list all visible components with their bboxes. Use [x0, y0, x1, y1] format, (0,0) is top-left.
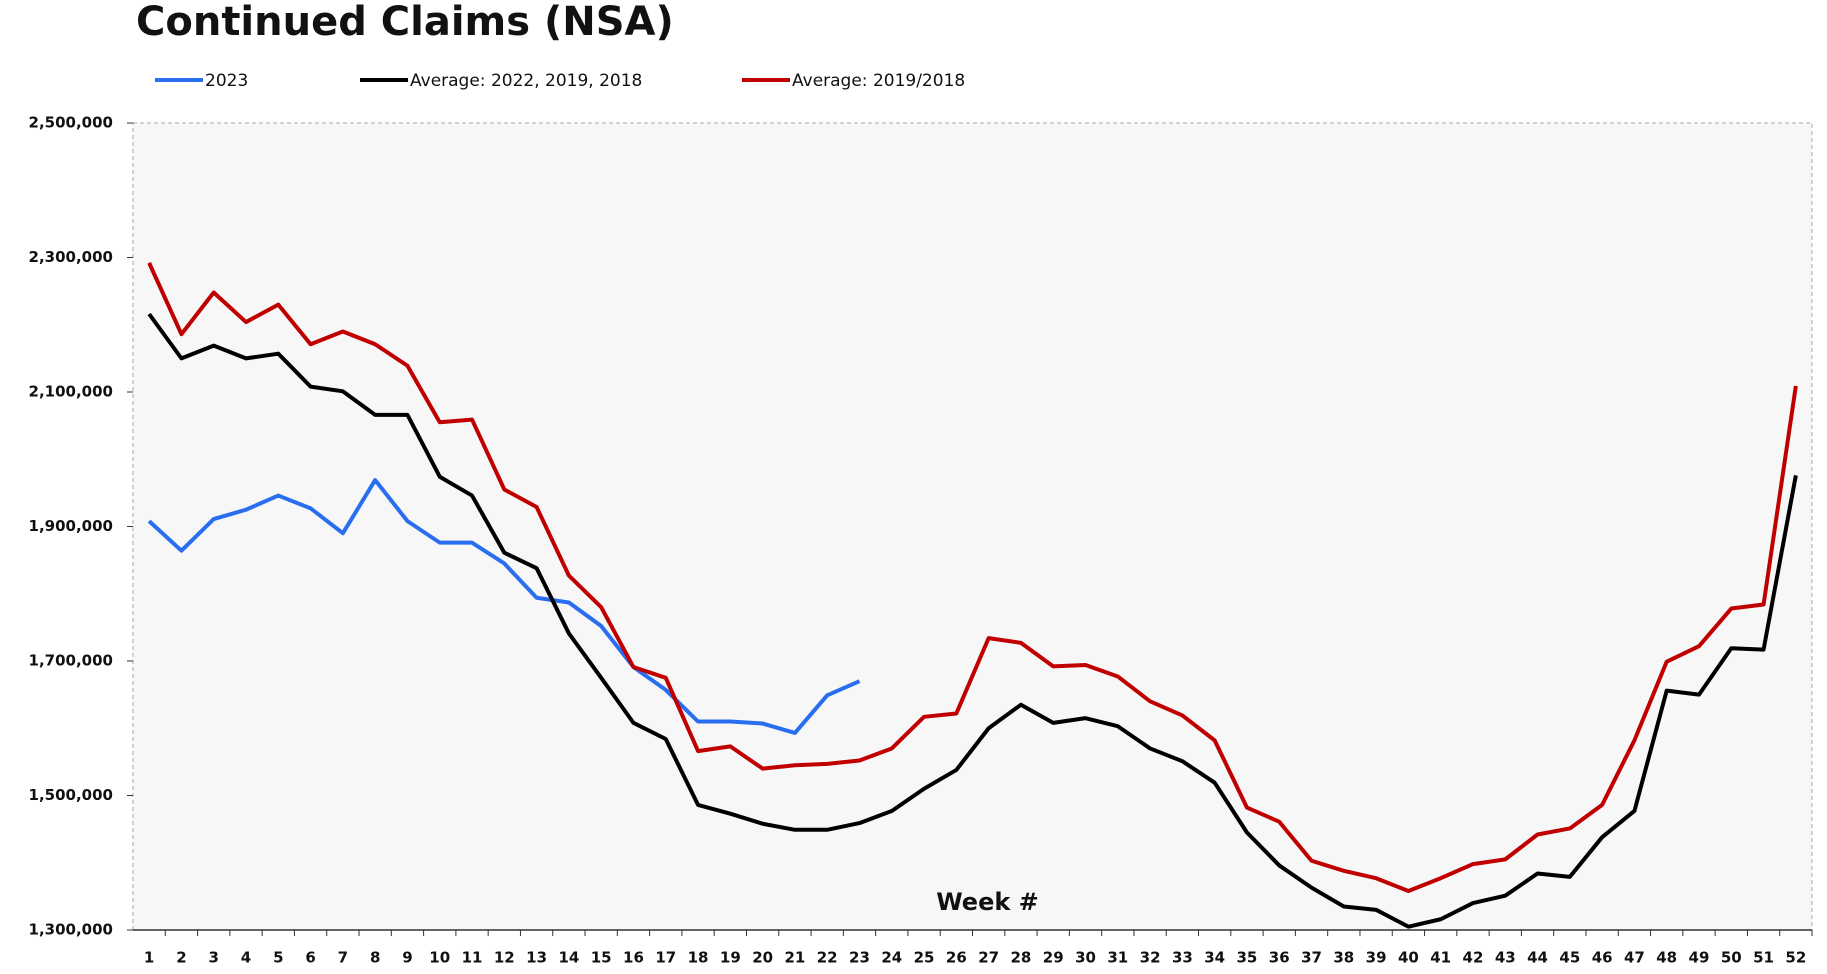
y-tick-label: 2,300,000: [29, 248, 113, 266]
x-tick-label: 38: [1333, 949, 1354, 967]
x-tick-label: 32: [1140, 949, 1161, 967]
x-tick-label: 48: [1656, 949, 1677, 967]
y-tick-label: 2,500,000: [29, 114, 113, 132]
x-tick-label: 31: [1107, 949, 1128, 967]
x-tick-label: 22: [817, 949, 838, 967]
x-tick-label: 6: [305, 949, 315, 967]
x-tick-label: 47: [1624, 949, 1645, 967]
x-tick-label: 10: [429, 949, 450, 967]
x-tick-label: 26: [946, 949, 967, 967]
x-tick-label: 40: [1398, 949, 1419, 967]
x-tick-label: 36: [1269, 949, 1290, 967]
x-tick-label: 34: [1204, 949, 1225, 967]
x-tick-label: 27: [978, 949, 999, 967]
plot-area: [132, 122, 1813, 931]
x-tick-label: 25: [914, 949, 935, 967]
y-tick-label: 1,300,000: [29, 921, 113, 939]
legend-label: 2023: [205, 71, 248, 91]
y-tick-label: 1,900,000: [29, 517, 113, 535]
legend-label: Average: 2019/2018: [792, 71, 965, 91]
x-tick-label: 23: [849, 949, 870, 967]
x-tick-label: 17: [655, 949, 676, 967]
x-axis-label: Week #: [936, 888, 1039, 916]
x-tick-label: 35: [1237, 949, 1258, 967]
x-tick-label: 21: [784, 949, 805, 967]
x-tick-label: 52: [1785, 949, 1806, 967]
series-line: [147, 262, 1798, 893]
x-tick-label: 15: [591, 949, 612, 967]
x-tick-label: 46: [1592, 949, 1613, 967]
series-line: [147, 312, 1798, 929]
x-tick-label: 1: [144, 949, 154, 967]
y-tick-label: 2,100,000: [29, 383, 113, 401]
x-tick-label: 18: [688, 949, 709, 967]
x-tick-label: 9: [402, 949, 412, 967]
x-tick-label: 20: [752, 949, 773, 967]
x-tick-label: 43: [1495, 949, 1516, 967]
chart-title: Continued Claims (NSA): [136, 0, 674, 45]
x-tick-label: 5: [273, 949, 283, 967]
y-tick-label: 1,700,000: [29, 652, 113, 670]
x-tick-label: 7: [338, 949, 348, 967]
x-tick-label: 2: [176, 949, 186, 967]
x-tick-label: 28: [1010, 949, 1031, 967]
x-tick-label: 19: [720, 949, 741, 967]
x-tick-label: 37: [1301, 949, 1322, 967]
x-tick-label: 14: [558, 949, 579, 967]
legend-label: Average: 2022, 2019, 2018: [410, 71, 642, 91]
x-tick-label: 3: [209, 949, 219, 967]
x-tick-label: 12: [494, 949, 515, 967]
x-tick-label: 29: [1043, 949, 1064, 967]
x-tick-label: 30: [1075, 949, 1096, 967]
x-tick-label: 44: [1527, 949, 1548, 967]
x-tick-label: 41: [1430, 949, 1451, 967]
x-tick-label: 45: [1559, 949, 1580, 967]
x-tick-label: 8: [370, 949, 380, 967]
x-tick-label: 39: [1366, 949, 1387, 967]
x-tick-label: 24: [881, 949, 902, 967]
x-tick-label: 13: [526, 949, 547, 967]
x-tick-label: 51: [1753, 949, 1774, 967]
x-tick-label: 4: [241, 949, 251, 967]
x-tick-label: 11: [462, 949, 483, 967]
x-tick-label: 16: [623, 949, 644, 967]
series-line: [147, 478, 861, 735]
x-tick-label: 33: [1172, 949, 1193, 967]
x-tick-label: 49: [1689, 949, 1710, 967]
x-tick-label: 42: [1463, 949, 1484, 967]
x-tick-label: 50: [1721, 949, 1742, 967]
y-tick-label: 1,500,000: [29, 786, 113, 804]
